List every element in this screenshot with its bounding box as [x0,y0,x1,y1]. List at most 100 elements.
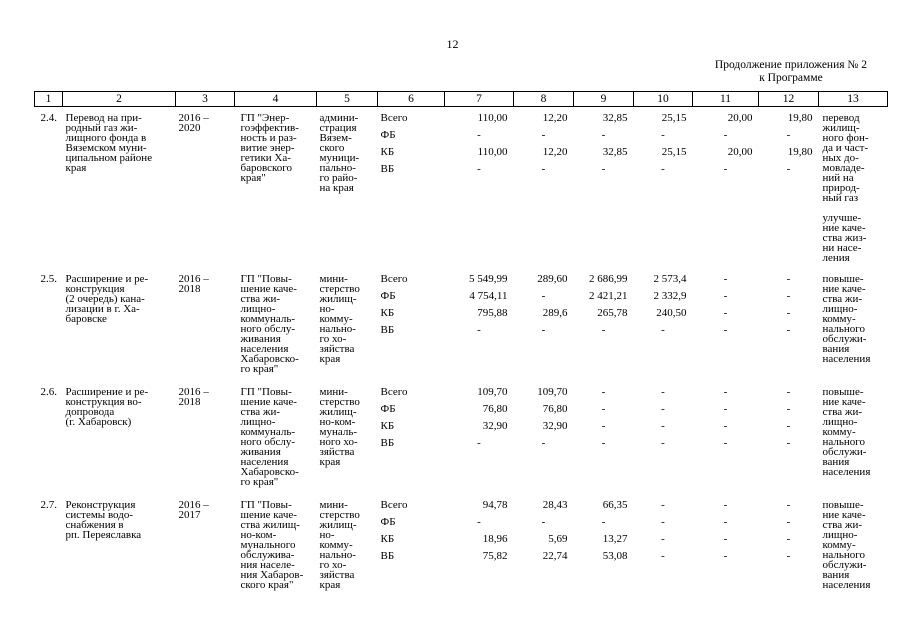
fin-value: - [723,307,728,319]
fin-value: - [661,533,665,545]
fin-2017-col: 32,85 - 32,85 - [574,107,634,275]
header-cell: 7 [444,91,514,107]
fin-value: - [786,307,791,319]
fin-value: - [723,516,728,528]
program-table: 1 2 3 4 5 6 7 8 9 10 11 12 13 2.4. Перев… [34,91,888,608]
fin-value: - [723,386,728,398]
fin-value: - [601,129,606,141]
fin-value: - [723,437,728,449]
fin-source: Всего [380,386,408,398]
item-program: ГП "Повы- шение каче- ства жи- лищно- ко… [240,386,299,488]
item-number: 2.6. [40,386,58,398]
fin-value: - [477,129,481,141]
fin-value: - [786,273,791,285]
item-executor: админи- страция Вязем- ского муници- пал… [319,112,360,194]
fin-value: - [477,516,481,528]
fin-source-col: Всего ФБ КБ ВБ [378,107,445,275]
fin-total-col: 94,78 - 18,96 75,82 [445,500,514,608]
fin-2019-col: - - - - [693,387,759,500]
fin-value: - [661,403,665,415]
fin-value: - [723,403,728,415]
fin-value: - [786,324,791,336]
item-name: Перевод на при- родный газ жи- лищного ф… [65,112,153,174]
table-row: 2.4. Перевод на при- родный газ жи- лищн… [35,107,888,275]
fin-value: - [601,163,606,175]
fin-source: Всего [380,112,408,124]
header-cell: 9 [573,91,634,107]
item-number: 2.7. [40,499,58,511]
fin-value: 22,74 [542,550,568,562]
continuation-heading: Продолжение приложения № 2 к Программе [715,59,867,85]
fin-value: 19,80 [787,146,813,158]
table-body: 2.4. Перевод на при- родный газ жи- лищн… [35,107,888,609]
fin-source: ВБ [380,550,395,562]
fin-value: - [661,516,665,528]
fin-value: - [786,437,791,449]
fin-source: КБ [380,307,395,319]
fin-source: ФБ [380,403,396,415]
fin-value: - [723,273,728,285]
fin-2016-col: 289,60 - 289,6 - [514,274,574,387]
fin-value: - [541,290,546,302]
fin-value: 2 421,21 [589,290,628,302]
fin-value: 795,88 [477,307,508,319]
fin-value: 13,27 [602,533,628,545]
fin-value: - [477,163,481,175]
fin-value: 25,15 [661,146,687,158]
header-cell: 11 [692,91,759,107]
item-name: Реконструкция системы водо- снабжения в … [65,499,142,541]
table-row: 2.7. Реконструкция системы водо- снабжен… [35,500,888,608]
continuation-line-2: к Программе [759,72,823,84]
fin-value: - [723,420,728,432]
fin-value: - [723,163,728,175]
fin-value: 20,00 [727,112,753,124]
fin-2016-col: 28,43 - 5,69 22,74 [514,500,574,608]
fin-2018-col: 2 573,4 2 332,9 240,50 - [634,274,693,387]
fin-2020-col: - - - - [759,500,819,608]
header-cell: 6 [377,91,445,107]
fin-value: - [601,437,606,449]
fin-value: - [723,129,728,141]
fin-value: 66,35 [602,499,628,511]
item-result: повыше- ние каче- ства жи- лищно- комму-… [819,274,888,387]
item-number: 2.4. [40,112,58,124]
fin-source-col: Всего ФБ КБ ВБ [378,500,445,608]
fin-value: - [723,533,728,545]
fin-value: 110,00 [477,146,508,158]
fin-value: - [601,324,606,336]
fin-total-col: 110,00 - 110,00 - [445,107,514,275]
result-text: повыше- ние каче- ства жи- лищно- комму-… [822,386,871,478]
item-executor: мини- стерство жилищ- но-ком- муналь- но… [319,386,360,468]
header-cell: 4 [234,91,317,107]
fin-value: - [661,129,665,141]
fin-value: 265,78 [597,307,628,319]
fin-value: - [661,437,665,449]
fin-value: - [786,290,791,302]
fin-value: - [477,324,481,336]
fin-2016-col: 109,70 76,80 32,90 - [514,387,574,500]
item-program: ГП "Энер- гоэффектив- ность и раз- витие… [240,112,299,184]
fin-2019-col: - - - - [693,274,759,387]
fin-value: - [661,163,665,175]
result-text: перевод жилищ- ного фон- да и част- ных … [822,112,869,204]
fin-value: 28,43 [542,499,568,511]
fin-2019-col: - - - - [693,500,759,608]
table-row: 2.5. Расширение и ре- конструкция (2 оче… [35,274,888,387]
fin-2019-col: 20,00 - 20,00 - [693,107,759,275]
fin-value: - [723,499,728,511]
fin-value: - [786,499,791,511]
fin-value: 289,6 [542,307,568,319]
fin-value: 32,85 [602,146,628,158]
result-text: улучше- ние каче- ства жиз- ни насе- лен… [822,212,867,264]
fin-value: 2 573,4 [653,273,687,285]
fin-value: 109,70 [537,386,568,398]
fin-value: 76,80 [542,403,568,415]
fin-value: 94,78 [482,499,508,511]
fin-2017-col: 2 686,99 2 421,21 265,78 - [574,274,634,387]
fin-value: - [541,163,546,175]
fin-value: - [541,516,546,528]
fin-source: Всего [380,499,408,511]
header-cell: 5 [316,91,378,107]
fin-value: - [786,129,791,141]
item-result: перевод жилищ- ного фон- да и част- ных … [819,107,888,275]
